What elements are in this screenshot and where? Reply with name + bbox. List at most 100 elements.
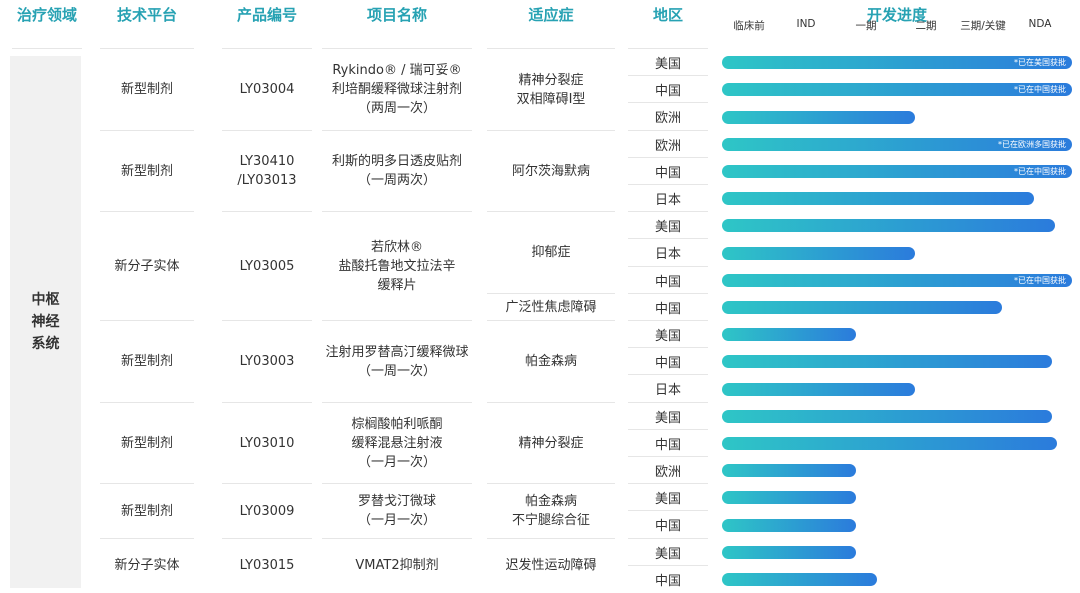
progress-bar (722, 246, 915, 260)
product-name-cell: 注射用罗替高汀缓释微球 （一周一次） (325, 344, 469, 379)
stage-label: 一期 (855, 20, 877, 32)
platform-cell: 新分子实体 (114, 259, 180, 275)
approval-note: *已在中国获批 (1014, 166, 1066, 176)
row-divider (322, 537, 472, 539)
header-progress: 开发进度 (866, 6, 927, 24)
approval-note: *已在美国获批 (1014, 58, 1066, 68)
therapeutic-area-line: 系统 (31, 336, 60, 352)
product-code-cell: LY03003 (239, 354, 295, 370)
platform-cell: 新型制剂 (120, 163, 173, 179)
row-divider (322, 211, 472, 213)
stage-label: 二期 (915, 20, 937, 32)
region-cell: 美国 (654, 492, 681, 508)
row-divider (628, 238, 708, 240)
row-divider (628, 184, 708, 185)
region-cell: 中国 (654, 274, 681, 290)
progress-bar (722, 110, 915, 124)
therapeutic-area-line: 中枢 (31, 292, 60, 308)
product-code-cell: LY03010 (239, 435, 295, 451)
row-divider (628, 347, 708, 349)
indication-cell: 精神分裂症 双相障碍I型 (516, 72, 586, 107)
row-divider (628, 102, 708, 104)
header-divider (487, 48, 615, 49)
row-divider (628, 483, 708, 485)
region-cell: 日本 (654, 383, 681, 399)
header-divider (100, 48, 194, 49)
row-divider (100, 401, 194, 403)
product-name-cell: 利斯的明多日透皮贴剂 （一周两次） (331, 154, 462, 189)
stage-label: NDA (1028, 18, 1052, 30)
progress-bar (722, 56, 1072, 70)
progress-bar (722, 518, 857, 532)
platform-cell: 新型制剂 (120, 354, 173, 370)
header-divider (322, 48, 472, 49)
row-divider (628, 211, 708, 213)
region-cell: 欧洲 (654, 138, 681, 154)
progress-bar (722, 382, 915, 396)
row-divider (628, 292, 708, 294)
product-name-cell: 罗替戈汀微球 （一月一次） (357, 494, 436, 529)
header-platform: 技术平台 (116, 6, 177, 24)
product-code-cell: LY03004 (239, 82, 295, 98)
row-divider (322, 483, 472, 485)
platform-cell: 新型制剂 (120, 435, 173, 451)
row-divider (628, 537, 708, 539)
row-divider (628, 374, 708, 376)
region-cell: 中国 (654, 573, 681, 589)
indication-cell: 精神分裂症 (518, 435, 584, 451)
region-cell: 美国 (654, 546, 681, 562)
platform-cell: 新分子实体 (114, 558, 180, 574)
region-cell: 中国 (654, 356, 681, 372)
platform-cell: 新型制剂 (120, 503, 173, 519)
approval-note: *已在欧洲多国获批 (998, 139, 1066, 149)
row-divider (322, 320, 472, 321)
progress-bar (722, 328, 857, 342)
row-divider (487, 292, 615, 294)
region-cell: 美国 (654, 410, 681, 426)
stage-label: 三期/关键 (960, 20, 1006, 32)
product-name-cell: 若欣林® 盐酸托鲁地文拉法辛 缓释片 (338, 240, 456, 294)
row-divider (222, 483, 312, 485)
header-name: 项目名称 (366, 6, 427, 24)
header-indication: 适应症 (528, 6, 574, 24)
progress-bar (722, 192, 1035, 206)
region-cell: 美国 (654, 220, 681, 236)
progress-bar (722, 572, 877, 586)
progress-bar (722, 491, 857, 505)
indication-cell: 帕金森病 (524, 354, 577, 370)
region-cell: 美国 (654, 329, 681, 345)
header-area: 治疗领域 (16, 6, 77, 24)
row-divider (100, 483, 194, 485)
header-divider (628, 48, 708, 49)
row-divider (222, 211, 312, 213)
region-cell: 中国 (654, 165, 681, 181)
header-region: 地区 (652, 6, 683, 24)
progress-bar (722, 355, 1052, 369)
region-cell: 日本 (654, 247, 681, 263)
region-cell: 中国 (654, 84, 681, 100)
progress-bar (722, 409, 1052, 423)
row-divider (487, 320, 615, 321)
therapeutic-area: 中枢 神经 系统 (10, 56, 81, 588)
progress-bar (722, 273, 1072, 287)
indication-cell: 阿尔茨海默病 (511, 163, 590, 179)
product-code-cell: LY03005 (239, 259, 295, 275)
product-code-cell: LY30410/LY03013 (237, 154, 297, 189)
stage-label: IND (796, 18, 816, 30)
row-divider (628, 265, 708, 267)
row-divider (487, 129, 615, 131)
row-divider (628, 428, 708, 430)
stage-label: 临床前 (733, 20, 765, 32)
indication-cell: 帕金森病 不宁腿综合征 (511, 494, 590, 529)
product-name-cell: Rykindo® / 瑞可妥® 利培酮缓释微球注射剂 （两周一次） (331, 63, 462, 117)
approval-note: *已在中国获批 (1014, 85, 1066, 95)
row-divider (222, 401, 312, 403)
row-divider (487, 211, 615, 213)
product-name-cell: VMAT2抑制剂 (355, 558, 439, 574)
progress-bar (722, 436, 1058, 450)
row-divider (100, 129, 194, 131)
progress-bar (722, 83, 1072, 97)
approval-note: *已在中国获批 (1014, 275, 1066, 285)
row-divider (628, 75, 708, 77)
row-divider (100, 211, 194, 213)
